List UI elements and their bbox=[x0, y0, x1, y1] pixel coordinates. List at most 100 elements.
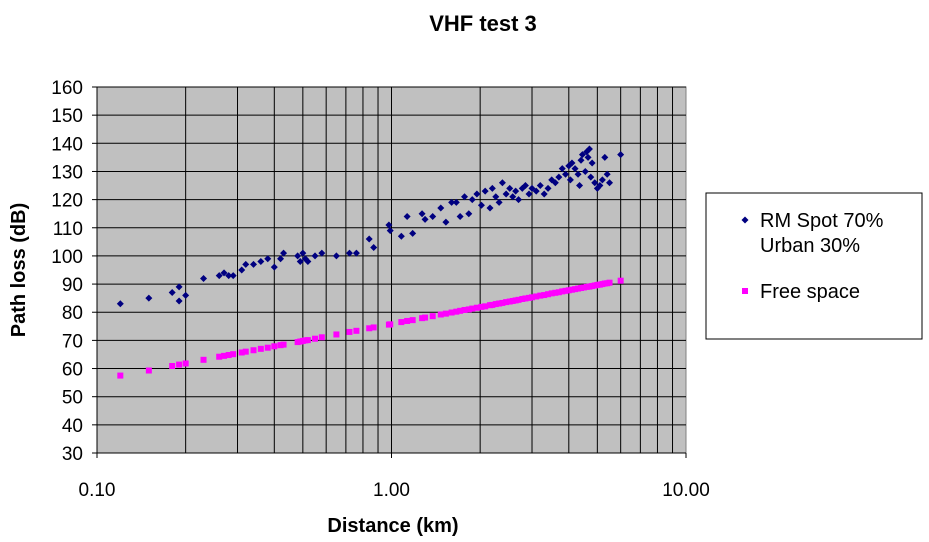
series-1-point bbox=[397, 232, 405, 240]
series-1-point bbox=[532, 187, 540, 195]
series-2-point bbox=[478, 303, 485, 310]
y-axis-title: Path loss (dB) bbox=[8, 203, 30, 337]
y-tick-label: 40 bbox=[62, 416, 83, 437]
series-1-point bbox=[352, 249, 360, 257]
series-1-point bbox=[418, 210, 426, 218]
x-tick-label: 10.00 bbox=[662, 480, 710, 501]
y-tick-label: 130 bbox=[51, 162, 83, 183]
series-2-point bbox=[448, 309, 455, 316]
series-2-point bbox=[398, 319, 405, 326]
series-1-point bbox=[536, 182, 544, 190]
series-1-point bbox=[502, 190, 510, 198]
series-1-point bbox=[521, 182, 529, 190]
series-1-point bbox=[473, 190, 481, 198]
y-tick-label: 120 bbox=[51, 191, 83, 212]
series-2-point bbox=[525, 294, 532, 301]
series-2-point bbox=[559, 288, 566, 295]
series-1-point bbox=[386, 227, 394, 235]
series-1-point bbox=[280, 249, 288, 257]
series-1-point bbox=[225, 272, 233, 280]
series-1-point bbox=[403, 213, 411, 221]
legend-label-series-2: Free space bbox=[760, 281, 860, 303]
series-1-point bbox=[581, 167, 589, 175]
series-2-point bbox=[225, 352, 232, 359]
series-1-point bbox=[551, 179, 559, 187]
series-2-point bbox=[522, 295, 529, 302]
series-1-point bbox=[596, 182, 604, 190]
series-2-point bbox=[176, 361, 183, 368]
series-2-point bbox=[537, 292, 544, 299]
series-1-point bbox=[294, 252, 302, 260]
series-1-point bbox=[577, 156, 585, 164]
series-2-point bbox=[606, 279, 613, 286]
y-tick-label: 150 bbox=[51, 106, 83, 127]
series-2-point bbox=[461, 306, 468, 313]
series-1-point bbox=[215, 272, 223, 280]
series-1-point bbox=[587, 173, 595, 181]
series-1-point bbox=[175, 283, 183, 291]
series-1-point bbox=[477, 201, 485, 209]
series-1-point bbox=[495, 198, 503, 206]
series-2-point bbox=[473, 304, 480, 311]
series-1-point bbox=[175, 297, 183, 305]
series-1-point bbox=[506, 184, 514, 192]
series-2-point bbox=[312, 335, 319, 342]
series-2-point bbox=[506, 298, 513, 305]
series-1-point bbox=[385, 221, 393, 229]
y-axis-ticks: 30 40 50 60 70 80 90 100 110 120 130 140 150 160 bbox=[51, 78, 97, 465]
series-1-point bbox=[498, 179, 506, 187]
y-tick-label: 140 bbox=[51, 134, 83, 155]
series-2-point bbox=[519, 295, 526, 302]
series-2-point bbox=[346, 328, 353, 335]
series-1-point bbox=[465, 210, 473, 218]
series-1-point bbox=[525, 190, 533, 198]
series-2-point bbox=[304, 337, 311, 344]
series-2-point bbox=[515, 296, 522, 303]
series-2-point bbox=[277, 342, 284, 349]
series-2-point bbox=[568, 286, 575, 293]
series-1-point bbox=[448, 198, 456, 206]
series-1-point bbox=[568, 159, 576, 167]
y-tick-label: 60 bbox=[62, 360, 83, 381]
series-2-point bbox=[548, 290, 555, 297]
series-2-point bbox=[496, 300, 503, 307]
series-2-point bbox=[457, 307, 464, 314]
y-tick-label: 100 bbox=[51, 247, 83, 268]
series-2-point bbox=[145, 367, 152, 374]
series-1-point bbox=[585, 145, 593, 153]
y-tick-label: 110 bbox=[53, 219, 83, 240]
series-2-point bbox=[572, 286, 579, 293]
series-1-point bbox=[311, 252, 319, 260]
series-2-point bbox=[257, 345, 264, 352]
series-1-point bbox=[584, 153, 592, 161]
series-1-point bbox=[238, 266, 246, 274]
series-2-point bbox=[541, 292, 548, 299]
series-2-point bbox=[404, 317, 411, 324]
series-1-point bbox=[617, 151, 625, 159]
series-1-point bbox=[468, 196, 476, 204]
legend-marker-series-2 bbox=[742, 288, 748, 294]
legend-label-series-1-line-2: Urban 30% bbox=[760, 235, 860, 257]
y-tick-label: 90 bbox=[62, 275, 83, 296]
y-tick-label: 160 bbox=[51, 78, 83, 99]
series-2-point bbox=[230, 351, 237, 358]
y-tick-label: 30 bbox=[62, 444, 83, 465]
series-1-point bbox=[257, 258, 265, 266]
series-1-point bbox=[277, 255, 285, 263]
series-2-point bbox=[221, 352, 228, 359]
series-2-point bbox=[271, 343, 278, 350]
series-1-point bbox=[296, 258, 304, 266]
x-tick-label: 0.10 bbox=[79, 480, 116, 501]
series-1-point bbox=[264, 255, 272, 263]
grid-lines bbox=[96, 86, 686, 454]
x-axis-ticks: 0.10 1.00 10.00 bbox=[79, 453, 710, 501]
series-2-point bbox=[533, 293, 540, 300]
series-2-point bbox=[465, 306, 472, 313]
series-1-point bbox=[558, 165, 566, 173]
series-1-point bbox=[370, 243, 378, 251]
series-1-point bbox=[345, 249, 353, 257]
series-1-point bbox=[318, 249, 326, 257]
series-2-point bbox=[264, 344, 271, 351]
series-2-point bbox=[216, 353, 223, 360]
